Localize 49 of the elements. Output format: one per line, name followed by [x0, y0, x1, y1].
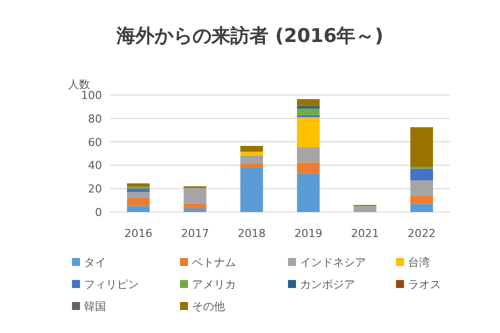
bar — [240, 163, 263, 168]
y-tick-label: 0 — [95, 206, 102, 219]
bar — [410, 204, 433, 212]
bar — [297, 108, 320, 116]
bar — [127, 198, 150, 206]
chart-title: 海外からの来訪者 (2016年～) — [116, 25, 384, 47]
y-tick-label: 100 — [81, 89, 102, 102]
bar — [297, 162, 320, 174]
bar — [240, 155, 263, 164]
bar — [240, 152, 263, 156]
bar — [127, 188, 150, 192]
bar — [297, 174, 320, 212]
legend-label: 韓国 — [84, 300, 106, 313]
bar — [410, 180, 433, 196]
legend-label: その他 — [192, 300, 225, 313]
bar — [127, 192, 150, 198]
legend-label: 台湾 — [408, 256, 430, 269]
legend-label: タイ — [84, 256, 106, 269]
legend-label: フィリピン — [84, 278, 139, 291]
bar — [410, 168, 433, 180]
x-tick-label: 2017 — [181, 227, 209, 240]
bar — [184, 188, 206, 204]
legend-label: カンボジア — [300, 278, 355, 291]
x-tick-label: 2022 — [408, 227, 436, 240]
bar — [127, 183, 150, 187]
legend-label: ラオス — [408, 278, 441, 291]
bar — [354, 206, 376, 212]
legend-label: インドネシア — [300, 256, 366, 269]
bar — [184, 203, 206, 208]
bar — [127, 206, 150, 212]
legend-label: アメリカ — [192, 278, 236, 291]
y-axis-title: 人数 — [68, 78, 90, 91]
bar — [297, 147, 320, 162]
x-tick-label: 2021 — [351, 227, 379, 240]
bar — [240, 146, 263, 152]
bar — [240, 168, 263, 212]
bar — [184, 208, 206, 212]
y-tick-label: 80 — [88, 112, 102, 126]
x-tick-label: 2018 — [238, 227, 266, 240]
legend-label: ベトナム — [192, 256, 236, 269]
y-tick-label: 20 — [88, 182, 102, 196]
bar — [410, 127, 433, 167]
x-tick-label: 2019 — [294, 227, 322, 240]
x-tick-label: 2016 — [124, 227, 152, 240]
bar — [297, 99, 320, 106]
y-tick-label: 40 — [88, 159, 102, 172]
bar — [410, 196, 433, 204]
bar — [297, 117, 320, 148]
y-tick-label: 60 — [88, 136, 102, 149]
